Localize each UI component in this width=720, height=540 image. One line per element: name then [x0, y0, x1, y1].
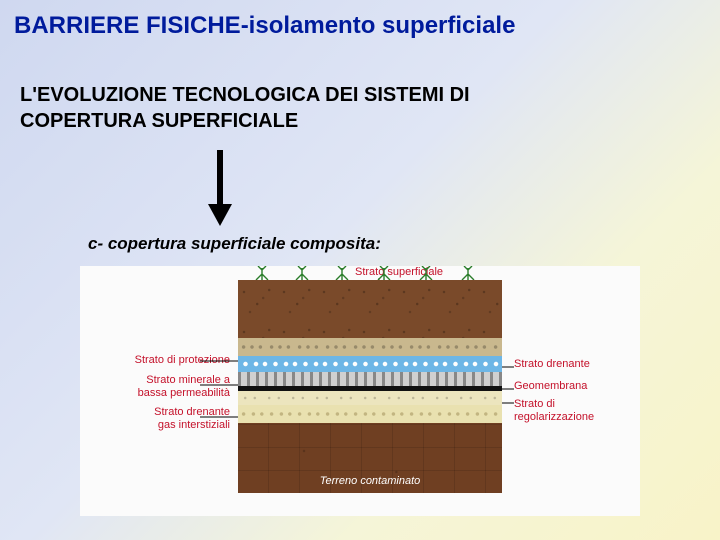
- subtitle-line-2: COPERTURA SUPERFICIALE: [20, 110, 298, 132]
- layer-top-soil: [238, 280, 502, 338]
- label-regolar: Strato di regolarizzazione: [514, 398, 594, 423]
- leader-protection: [200, 360, 238, 362]
- label-mineral-l2: bassa permeabilità: [138, 387, 230, 399]
- label-gas-drain-l2: gas interstiziali: [158, 419, 230, 431]
- page-title: BARRIERE FISICHE-isolamento superficiale: [14, 12, 515, 40]
- diagram-caption: c- copertura superficiale composita:: [88, 234, 381, 254]
- leader-gas-drain: [200, 416, 238, 418]
- label-gas-drain: Strato drenante gas interstiziali: [154, 406, 230, 431]
- label-drainage: Strato drenante: [514, 358, 590, 371]
- label-regolar-l2: regolarizzazione: [514, 411, 594, 423]
- cross-section-diagram: Strato superficiale Terreno contaminato …: [80, 266, 640, 516]
- subtitle: L'EVOLUZIONE TECNOLOGICA DEI SISTEMI DI …: [20, 82, 470, 134]
- leader-drainage: [502, 366, 514, 368]
- label-regolar-l1: Strato di: [514, 398, 555, 410]
- label-geomembrane: Geomembrana: [514, 380, 587, 393]
- layer-regolar: [238, 391, 502, 405]
- label-contaminated: Terreno contaminato: [320, 475, 421, 487]
- leader-geomembrane: [502, 388, 514, 390]
- leader-regolar: [502, 402, 514, 404]
- layer-protection: [238, 338, 502, 356]
- layer-mineral: [238, 372, 502, 386]
- subtitle-line-1: L'EVOLUZIONE TECNOLOGICA DEI SISTEMI DI: [20, 84, 470, 106]
- leader-mineral: [200, 384, 238, 386]
- down-arrow-icon: [200, 150, 240, 228]
- layer-gas-drain: [238, 405, 502, 423]
- label-mineral: Strato minerale a bassa permeabilità: [138, 374, 230, 399]
- layer-drainage: [238, 356, 502, 372]
- layer-stack: Terreno contaminato: [238, 280, 502, 493]
- layer-contaminated: Terreno contaminato: [238, 423, 502, 493]
